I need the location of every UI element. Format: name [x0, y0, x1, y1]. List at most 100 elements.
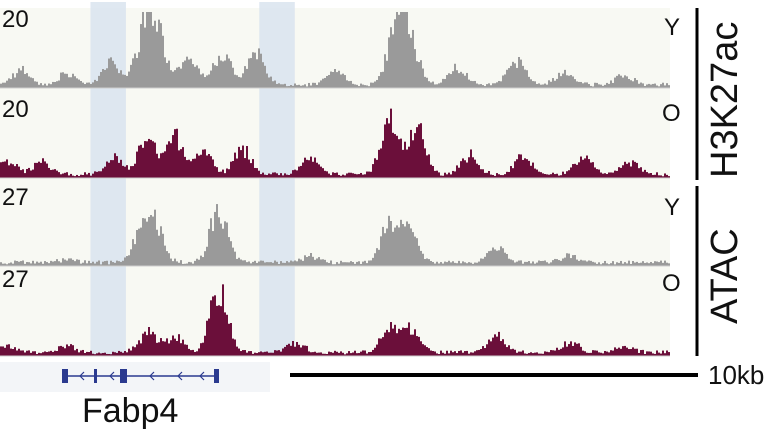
signal-bar: [228, 58, 230, 88]
signal-bar: [358, 353, 360, 356]
signal-bar: [220, 223, 222, 266]
signal-bar: [104, 166, 106, 178]
signal-bar: [96, 261, 98, 266]
signal-bar: [120, 351, 122, 356]
signal-bar: [516, 67, 518, 88]
signal-bar: [102, 352, 104, 356]
signal-bar: [254, 167, 256, 178]
signal-bar: [488, 251, 490, 266]
signal-bar: [150, 215, 152, 266]
signal-bar: [492, 174, 494, 178]
signal-bar: [524, 158, 526, 178]
signal-bar: [446, 75, 448, 88]
signal-bar: [314, 259, 316, 266]
signal-bar: [230, 161, 232, 178]
signal-bar: [372, 164, 374, 178]
signal-bar: [356, 353, 358, 356]
signal-bar: [444, 261, 446, 266]
signal-bar: [244, 350, 246, 356]
signal-bar: [204, 77, 206, 88]
signal-bar: [104, 69, 106, 88]
strand-arrow-4: [177, 371, 183, 381]
signal-bar: [158, 19, 160, 88]
signal-bar: [228, 169, 230, 178]
signal-bar: [126, 165, 128, 178]
signal-bar: [344, 262, 346, 266]
signal-bar: [550, 174, 552, 178]
signal-bar: [648, 263, 650, 266]
signal-bar: [238, 76, 240, 88]
signal-bar: [154, 334, 156, 356]
strand-arrow-5: [199, 371, 205, 381]
signal-bar: [230, 322, 232, 356]
signal-bar: [504, 174, 506, 178]
signal-bar: [280, 84, 282, 88]
signal-bar: [36, 162, 38, 178]
signal-bar: [372, 82, 374, 88]
signal-bar: [376, 248, 378, 266]
signal-bar: [260, 174, 262, 178]
signal-bar: [540, 260, 542, 266]
signal-bar: [240, 77, 242, 88]
signal-bar: [644, 85, 646, 88]
signal-bar: [580, 346, 582, 356]
signal-bar: [458, 260, 460, 266]
signal-bar: [248, 261, 250, 266]
signal-bar: [258, 170, 260, 178]
track-3-condition: Y: [664, 194, 681, 221]
signal-bar: [100, 171, 102, 178]
signal-bar: [30, 352, 32, 356]
signal-bar: [538, 260, 540, 266]
signal-bar: [142, 218, 144, 266]
signal-bar: [276, 350, 278, 356]
signal-bar: [504, 252, 506, 266]
signal-bar: [284, 83, 286, 88]
signal-bar: [260, 53, 262, 88]
signal-bar: [196, 351, 198, 356]
signal-bar: [146, 335, 148, 356]
signal-bar: [502, 175, 504, 178]
signal-bar: [464, 262, 466, 266]
signal-bar: [190, 350, 192, 356]
signal-bar: [336, 351, 338, 356]
signal-bar: [310, 85, 312, 88]
signal-bar: [342, 73, 344, 88]
signal-bar: [148, 12, 150, 88]
signal-bar: [194, 158, 196, 178]
signal-bar: [144, 331, 146, 356]
signal-bar: [396, 333, 398, 356]
signal-bar: [424, 76, 426, 88]
signal-bar: [26, 168, 28, 178]
signal-bar: [76, 348, 78, 356]
signal-bar: [434, 84, 436, 88]
signal-bar: [522, 263, 524, 266]
signal-bar: [544, 260, 546, 266]
signal-bar: [44, 351, 46, 356]
signal-bar: [548, 174, 550, 178]
signal-bar: [662, 176, 664, 178]
signal-bar: [410, 334, 412, 356]
signal-bar: [302, 260, 304, 266]
signal-bar: [350, 261, 352, 266]
signal-bar: [214, 295, 216, 356]
signal-bar: [302, 345, 304, 356]
signal-bar: [350, 80, 352, 88]
signal-bar: [254, 52, 256, 88]
signal-bar: [564, 173, 566, 178]
signal-bar: [190, 161, 192, 178]
signal-bar: [62, 258, 64, 266]
signal-bar: [58, 346, 60, 356]
signal-bar: [478, 165, 480, 178]
signal-bar: [296, 341, 298, 356]
signal-bar: [292, 261, 294, 266]
signal-bar: [138, 145, 140, 178]
signal-bar: [24, 352, 26, 356]
signal-bar: [256, 353, 258, 356]
signal-bar: [576, 259, 578, 266]
signal-bar: [354, 350, 356, 356]
signal-bar: [530, 263, 532, 266]
signal-bar: [0, 346, 2, 356]
track-1-condition: Y: [664, 14, 681, 41]
signal-bar: [62, 346, 64, 356]
signal-bar: [54, 169, 56, 178]
